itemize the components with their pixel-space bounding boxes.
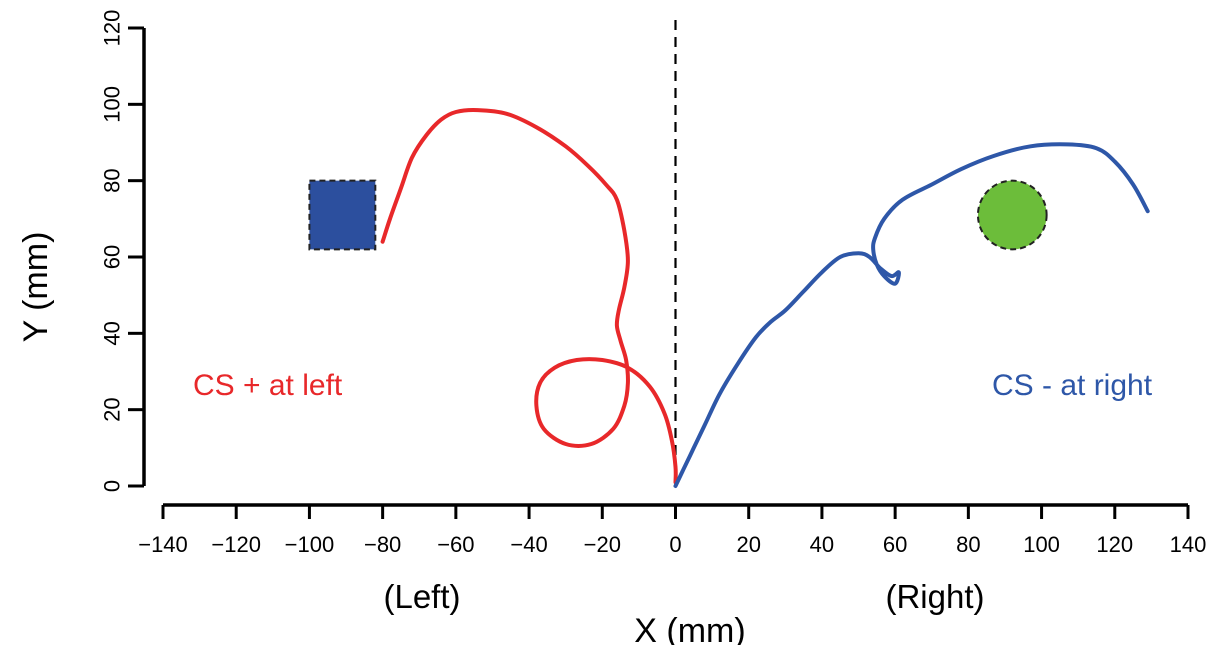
trajectory-cs-minus — [673, 142, 1150, 488]
axes — [142, 20, 1188, 507]
x-tick-label: −120 — [211, 532, 261, 557]
x-tick-label: −80 — [364, 532, 401, 557]
y-axis-title: Y (mm) — [17, 232, 55, 343]
region-label-left: (Left) — [383, 578, 460, 615]
x-tick-label: −40 — [510, 532, 547, 557]
y-tick-label: 40 — [100, 321, 125, 345]
x-tick-label: −140 — [138, 532, 188, 557]
x-tick-label: 100 — [1023, 532, 1060, 557]
x-axis-ticks: −140 −120 −100 −80 −60 −40 −20 0 20 40 60 80 100 120 1… — [138, 505, 1206, 557]
annotation-cs-minus: CS - at right — [992, 369, 1153, 402]
x-tick-label: 20 — [736, 532, 760, 557]
y-tick-label: 80 — [100, 168, 125, 192]
x-tick-label: 140 — [1170, 532, 1207, 557]
x-tick-label: −20 — [584, 532, 621, 557]
y-tick-label: 100 — [100, 86, 125, 123]
x-tick-label: 40 — [810, 532, 834, 557]
y-tick-label: 0 — [100, 480, 125, 492]
x-tick-label: −100 — [285, 532, 335, 557]
y-tick-label: 60 — [100, 245, 125, 269]
stimulus-circle — [976, 179, 1048, 251]
x-tick-label: 80 — [956, 532, 980, 557]
x-tick-label: −60 — [437, 532, 474, 557]
x-tick-label: 60 — [883, 532, 907, 557]
annotation-cs-plus: CS + at left — [193, 369, 343, 402]
x-axis-title: X (mm) — [634, 612, 745, 645]
stimuli — [308, 179, 1048, 251]
y-tick-label: 20 — [100, 397, 125, 421]
y-axis-ticks: 0 20 40 60 80 100 120 — [100, 10, 144, 492]
stimulus-square — [308, 179, 377, 251]
x-tick-label: 120 — [1096, 532, 1133, 557]
x-tick-label: 0 — [669, 532, 681, 557]
trajectory-cs-plus — [380, 108, 678, 485]
series-group — [380, 108, 1150, 488]
y-tick-label: 120 — [100, 10, 125, 47]
region-label-right: (Right) — [885, 578, 984, 615]
